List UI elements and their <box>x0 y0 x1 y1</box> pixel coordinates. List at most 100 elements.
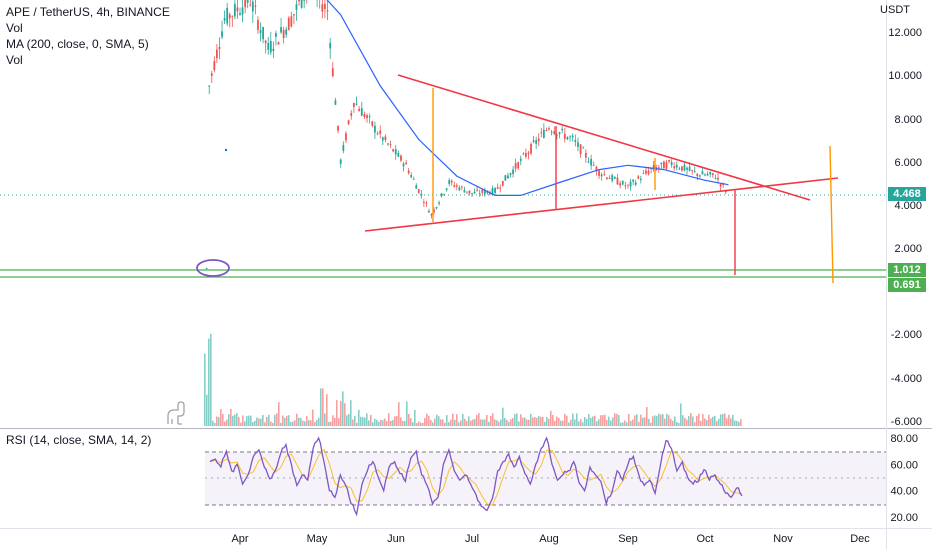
volume-bar <box>686 419 688 426</box>
volume-bar <box>340 400 342 426</box>
volume-bar <box>204 353 206 426</box>
candle-body <box>381 137 384 141</box>
time-axis[interactable]: Apr May Jun Jul Aug Sep Oct Nov Dec <box>231 533 870 545</box>
rsi-tick-label[interactable]: 60.00 <box>890 459 918 471</box>
volume-bar <box>446 415 448 426</box>
rsi-tick-label[interactable]: 40.00 <box>890 486 918 498</box>
volume-bar <box>578 421 580 426</box>
volume-bar <box>474 419 476 426</box>
volume-bar <box>434 418 436 426</box>
volume-bar <box>436 414 438 426</box>
rsi-tick-label[interactable]: 80.00 <box>890 433 918 445</box>
level-1-tag: 1.012 <box>888 263 926 277</box>
volume-tick-label[interactable]: -6.000 <box>891 416 922 428</box>
time-tick-label[interactable]: Sep <box>618 533 638 545</box>
volume-bar <box>564 413 566 426</box>
candle-body <box>275 33 277 37</box>
price-tick-label[interactable]: 10.000 <box>888 70 922 82</box>
volume-bar <box>662 414 664 426</box>
marker-dot <box>224 148 228 152</box>
rsi-axis[interactable]: 80.00 60.00 40.00 20.00 <box>890 433 918 524</box>
rsi-tick-label[interactable]: 20.00 <box>890 512 918 524</box>
time-tick-label[interactable]: Nov <box>773 533 793 545</box>
rsi-line[interactable] <box>209 436 743 517</box>
volume-bar <box>476 414 478 426</box>
projection-right-line[interactable] <box>829 145 834 284</box>
volume-bar <box>374 418 376 426</box>
volume-tick-label[interactable]: -4.000 <box>891 373 922 385</box>
last-price-tag: 4.468 <box>888 187 926 201</box>
candle-body <box>244 0 247 8</box>
triangle-upper-trendline[interactable] <box>397 74 811 201</box>
candle-body <box>337 125 339 131</box>
candle-body <box>241 7 244 15</box>
price-tick-label[interactable]: 6.000 <box>894 157 922 169</box>
circle-annotation[interactable] <box>196 259 230 277</box>
candle-body <box>303 0 306 1</box>
volume-tick-label[interactable]: -2.000 <box>891 329 922 341</box>
volume-bar <box>648 418 650 426</box>
rsi-legend[interactable]: RSI (14, close, SMA, 14, 2) <box>6 433 152 447</box>
volume-bar <box>430 419 432 426</box>
volume-bar <box>582 422 584 426</box>
volume-bar <box>310 420 312 426</box>
volume-bar <box>426 413 428 426</box>
volume-bar <box>642 417 644 426</box>
volume-bar <box>606 419 608 426</box>
volume-bar <box>270 421 272 426</box>
volume-bar <box>372 422 374 426</box>
volume-bar <box>472 419 474 426</box>
candle-body <box>627 184 629 186</box>
volume-bar <box>676 421 678 426</box>
symbol-title[interactable]: APE / TetherUS, 4h, BINANCE <box>6 5 170 19</box>
volume-legend[interactable]: Vol <box>6 21 23 35</box>
time-tick-label[interactable]: Jul <box>465 533 479 545</box>
volume-bar <box>718 418 720 426</box>
volume-bar <box>256 417 258 426</box>
candle-body <box>595 166 598 172</box>
volume-bar <box>292 421 294 426</box>
volume-bar <box>694 422 696 426</box>
time-tick-label[interactable]: Jun <box>387 533 405 545</box>
volume-bar <box>228 414 230 426</box>
volume-bar <box>322 388 324 426</box>
candle-body <box>264 40 267 44</box>
candle-body <box>285 29 288 35</box>
candle-body <box>394 149 397 155</box>
candle-body <box>450 180 453 183</box>
time-tick-label[interactable]: May <box>307 533 328 545</box>
volume-bar <box>654 415 656 426</box>
ma-legend[interactable]: MA (200, close, 0, SMA, 5) <box>6 37 149 51</box>
time-tick-label[interactable]: Dec <box>850 533 870 545</box>
volume-ma-legend[interactable]: Vol <box>6 53 23 67</box>
volume-bar <box>570 419 572 426</box>
time-tick-label[interactable]: Aug <box>539 533 559 545</box>
candle-body <box>698 175 701 177</box>
triangle-lower-trendline[interactable] <box>364 177 839 232</box>
volume-bar <box>696 415 698 426</box>
volume-bar <box>608 416 610 426</box>
price-tick-label[interactable]: 4.000 <box>894 200 922 212</box>
candle-body <box>711 173 714 175</box>
volume-bar <box>260 418 262 426</box>
candle-body <box>387 143 389 145</box>
price-tick-label[interactable]: 2.000 <box>894 243 922 255</box>
time-tick-label[interactable]: Oct <box>696 533 713 545</box>
volume-bar <box>236 413 238 426</box>
volume-bar <box>486 414 488 426</box>
candle-body <box>347 120 350 125</box>
candle-body <box>412 178 415 180</box>
volume-bar <box>390 420 392 426</box>
candle-body <box>368 116 371 117</box>
candle-body <box>678 168 681 170</box>
price-axis[interactable]: 12.000 10.000 8.000 6.000 4.000 2.000 -2.000 -4… <box>888 27 922 428</box>
time-tick-label[interactable]: Apr <box>231 533 248 545</box>
volume-bar <box>468 416 470 426</box>
candle-body <box>579 144 582 155</box>
volume-bar <box>408 413 410 426</box>
price-tick-label[interactable]: 8.000 <box>894 114 922 126</box>
candle-body <box>621 180 624 185</box>
price-tick-label[interactable]: 12.000 <box>888 27 922 39</box>
candle-body <box>634 182 637 185</box>
